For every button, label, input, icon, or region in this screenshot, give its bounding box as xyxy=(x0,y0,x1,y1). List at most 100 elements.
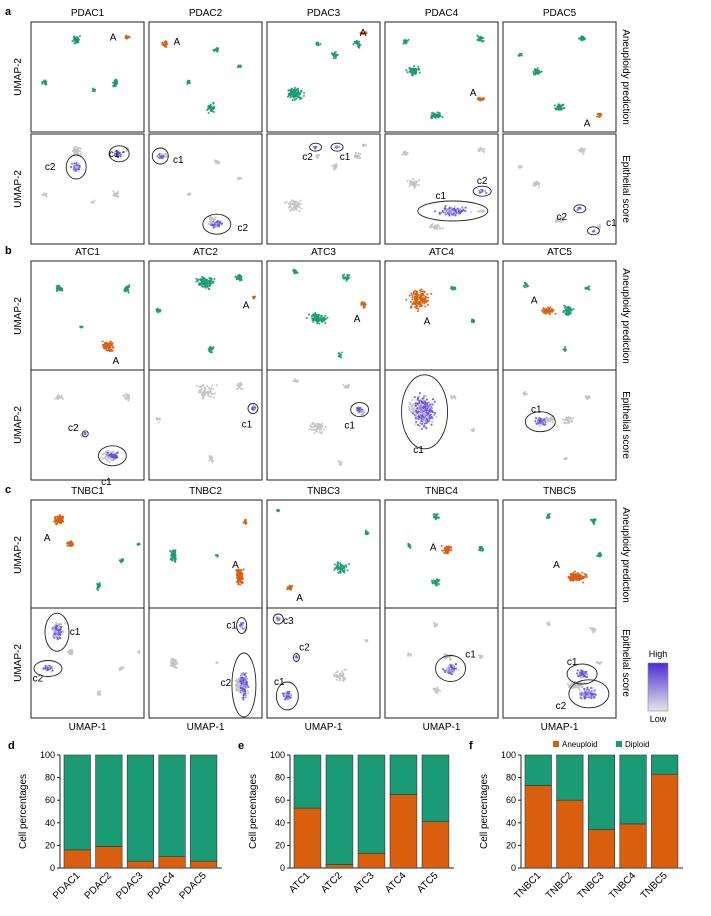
cell-dot xyxy=(308,428,311,431)
umap2-axis-label: UMAP-2 xyxy=(13,58,24,96)
grey-cluster xyxy=(331,162,338,171)
cell-dot xyxy=(366,533,369,536)
cell-dot xyxy=(126,394,129,397)
cluster-label: c1 xyxy=(274,677,285,688)
cell-dot xyxy=(473,320,476,323)
cell-dot xyxy=(125,392,128,395)
cell-dot xyxy=(209,106,212,109)
cell-dot xyxy=(579,37,582,40)
cell-dot xyxy=(316,317,319,320)
cell-dot xyxy=(127,291,130,294)
cell-dot xyxy=(559,218,562,221)
cell-dot xyxy=(240,682,243,685)
cluster-outline xyxy=(417,200,489,222)
cell-dot xyxy=(599,554,602,557)
cell-dot xyxy=(405,298,408,301)
cell-dot xyxy=(241,627,244,630)
umap-aneuploidy-TNBC1: A xyxy=(30,499,145,611)
cell-dot xyxy=(335,54,338,57)
umap2-axis-label: UMAP-2 xyxy=(13,536,24,574)
cell-dot xyxy=(477,189,480,192)
cell-dot xyxy=(60,632,64,635)
cell-dot xyxy=(333,54,336,57)
cell-dot xyxy=(105,458,108,461)
cell-dot xyxy=(292,94,295,98)
aneuploid-label: A xyxy=(110,32,117,43)
cluster-outline xyxy=(202,213,232,235)
cell-dot xyxy=(115,452,118,455)
cell-dot xyxy=(479,209,482,212)
cell-dot xyxy=(206,108,209,111)
cell-dot xyxy=(291,203,294,206)
cell-dot xyxy=(216,162,219,165)
cell-dot xyxy=(449,667,452,670)
cell-dot xyxy=(239,277,242,280)
cell-dot xyxy=(585,573,588,576)
grey-cluster xyxy=(597,223,602,230)
high-score-cluster xyxy=(106,451,119,462)
cluster-label: c2 xyxy=(238,223,249,234)
cell-dot xyxy=(413,396,416,399)
cell-dot xyxy=(354,151,357,155)
cell-dot xyxy=(415,420,418,424)
cell-dot xyxy=(173,559,176,562)
umap1-axis-label: UMAP-1 xyxy=(187,722,225,733)
cell-dot xyxy=(407,405,411,408)
cell-dot xyxy=(432,688,435,691)
cell-dot xyxy=(419,304,422,307)
cell-dot xyxy=(237,684,240,687)
cell-dot xyxy=(214,159,217,162)
cell-dot xyxy=(166,43,169,46)
cell-dot xyxy=(567,306,570,309)
cell-dot xyxy=(412,301,415,304)
cell-dot xyxy=(403,153,406,156)
cell-dot xyxy=(411,298,414,301)
sample-title: TNBC2 xyxy=(189,486,222,497)
cell-dot xyxy=(52,634,55,637)
cell-dot xyxy=(409,545,412,548)
cell-dot xyxy=(578,206,581,209)
cell-dot xyxy=(64,622,67,625)
cell-dot xyxy=(322,428,325,431)
cell-dot xyxy=(574,573,577,576)
cell-dot xyxy=(338,570,342,573)
cell-dot xyxy=(434,210,437,213)
cell-dot xyxy=(336,145,339,148)
cell-dot xyxy=(428,417,431,420)
cell-dot xyxy=(413,65,416,68)
cell-dot xyxy=(449,658,452,661)
cell-dot xyxy=(335,678,338,681)
cell-dot xyxy=(240,581,243,584)
cell-dot xyxy=(537,424,541,427)
cell-dot xyxy=(403,40,406,43)
cell-dot xyxy=(300,207,303,211)
cell-dot xyxy=(539,71,542,74)
sample-title: TNBC4 xyxy=(425,486,458,497)
cell-dot xyxy=(165,41,168,44)
cell-dot xyxy=(240,677,243,680)
cell-dot xyxy=(297,380,300,383)
cell-dot xyxy=(418,424,421,427)
cell-dot xyxy=(413,407,416,410)
cell-dot xyxy=(598,115,601,118)
cell-dot xyxy=(111,456,114,459)
cell-dot xyxy=(113,80,116,83)
umap-frame xyxy=(148,21,263,133)
umap-frame xyxy=(502,369,617,481)
cell-dot xyxy=(551,421,554,424)
cell-dot xyxy=(417,307,420,310)
cell-dot xyxy=(211,281,214,284)
aneuploid-label: A xyxy=(243,300,250,311)
grey-cluster xyxy=(213,159,221,165)
cell-dot xyxy=(555,220,559,223)
cell-dot xyxy=(165,45,168,49)
cell-dot xyxy=(416,397,419,401)
cell-dot xyxy=(401,153,404,156)
cell-dot xyxy=(314,147,317,150)
cell-dot xyxy=(450,670,453,673)
cell-dot xyxy=(188,81,191,84)
cell-dot xyxy=(212,226,215,229)
cell-dot xyxy=(201,282,205,286)
cell-dot xyxy=(208,284,212,287)
